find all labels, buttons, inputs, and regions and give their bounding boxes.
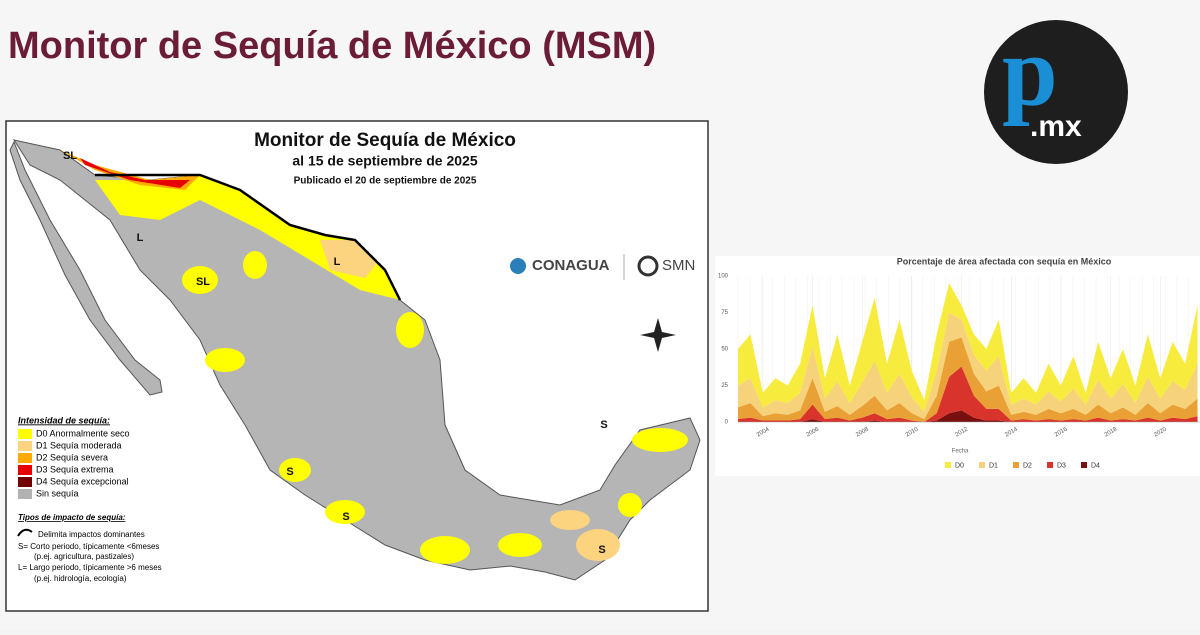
legend-swatch: [979, 462, 985, 468]
logo-smn: SMN: [662, 257, 695, 274]
map-label: SL: [196, 276, 210, 288]
page-title: Monitor de Sequía de México (MSM): [8, 25, 656, 67]
legend-label: D1 Sequía moderada: [36, 440, 122, 450]
patch: [182, 266, 218, 294]
map-label: S: [600, 419, 607, 431]
map-legend: Intensidad de sequía: D0 Anormalmente sec…: [17, 415, 162, 583]
map-labels: SL L L SL S S S S: [63, 150, 608, 556]
area-d0: [738, 283, 1198, 412]
y-tick-label: 50: [721, 347, 728, 353]
legend-swatch: [18, 477, 32, 487]
area-d1: [738, 312, 1198, 420]
area-d2: [738, 337, 1198, 422]
drought-north: [95, 175, 400, 300]
patch: [325, 500, 365, 524]
legend-label: D3: [1057, 462, 1066, 469]
legend-swatch: [18, 441, 32, 451]
impact-text: (p.ej. agricultura, pastizales): [34, 552, 134, 561]
patch: [243, 251, 267, 279]
legend-swatch: [1081, 462, 1087, 468]
patch: [618, 493, 642, 517]
impact-text: (p.ej. hidrología, ecología): [34, 574, 127, 583]
legend-swatch: [1013, 462, 1019, 468]
patch: [498, 533, 542, 557]
legend-swatch: [18, 429, 32, 439]
map-label: SL: [63, 150, 77, 162]
legend-label: Sin sequía: [36, 488, 79, 498]
map-label: S: [342, 511, 349, 523]
y-tick-label: 100: [718, 274, 729, 280]
compass-rose: [640, 318, 676, 352]
impact-title: Tipos de impacto de sequía:: [18, 513, 126, 522]
map-label: S: [286, 466, 293, 478]
map-label: L: [137, 232, 144, 244]
impact-boundary: [95, 173, 402, 301]
legend-title: Intensidad de sequía:: [18, 415, 110, 425]
y-tick-label: 25: [721, 383, 728, 389]
y-tick-label: 75: [721, 310, 728, 316]
impact-text: S= Corto periodo, típicamente <6meses: [18, 542, 159, 551]
patch: [420, 536, 470, 564]
legend-swatch: [18, 453, 32, 463]
patch-d1: [576, 529, 620, 561]
patch: [632, 428, 688, 452]
legend-label: D4: [1091, 462, 1100, 469]
area-d3: [738, 366, 1198, 422]
patch-d1: [550, 510, 590, 530]
y-tick-label: 0: [725, 420, 729, 426]
legend-swatch: [18, 465, 32, 475]
chart-title: Porcentaje de área afectada con sequía e…: [897, 256, 1112, 266]
drought-patches: [182, 251, 688, 564]
drought-d3: [80, 158, 190, 188]
area-d4: [738, 410, 1198, 422]
patch: [396, 312, 424, 348]
logo-letter: p: [1002, 16, 1058, 127]
logo-circle: [984, 20, 1128, 164]
map-published: Publicado el 20 de septiembre de 2025: [294, 176, 477, 187]
legend-label: D4 Sequía excepcional: [36, 476, 129, 486]
conagua-icon: [510, 258, 526, 274]
legend-label: D3 Sequía extrema: [36, 464, 114, 474]
impact-text: Delimita impactos dominantes: [38, 530, 145, 539]
map-title: Monitor de Sequía de México: [254, 130, 516, 151]
legend-label: D0: [955, 462, 964, 469]
legend-label: D0 Anormalmente seco: [36, 428, 130, 438]
map-label: L: [334, 256, 341, 268]
legend-label: D2: [1023, 462, 1032, 469]
compass: [640, 318, 676, 352]
map-label: S: [598, 544, 605, 556]
patch: [279, 458, 311, 482]
logo-conagua: CONAGUA: [532, 257, 610, 274]
legend-swatch: [18, 489, 32, 499]
logo: p .mx: [984, 16, 1128, 164]
map-panel: Monitor de Sequía de México al 15 de sep…: [5, 120, 709, 612]
impact-line-icon: [17, 528, 33, 537]
legend-swatch: [945, 462, 951, 468]
patch: [205, 348, 245, 372]
legend-swatch: [1047, 462, 1053, 468]
legend-label: D1: [989, 462, 998, 469]
baja-california: [9, 140, 163, 396]
impact-text: L= Largo periodo, típicamente >6 meses: [18, 563, 162, 572]
map-subtitle: al 15 de septiembre de 2025: [292, 153, 477, 169]
x-axis-label: Fecha: [952, 449, 969, 455]
logo-suffix: .mx: [1030, 110, 1082, 143]
legend-label: D2 Sequía severa: [36, 452, 108, 462]
smn-icon: [637, 255, 659, 277]
